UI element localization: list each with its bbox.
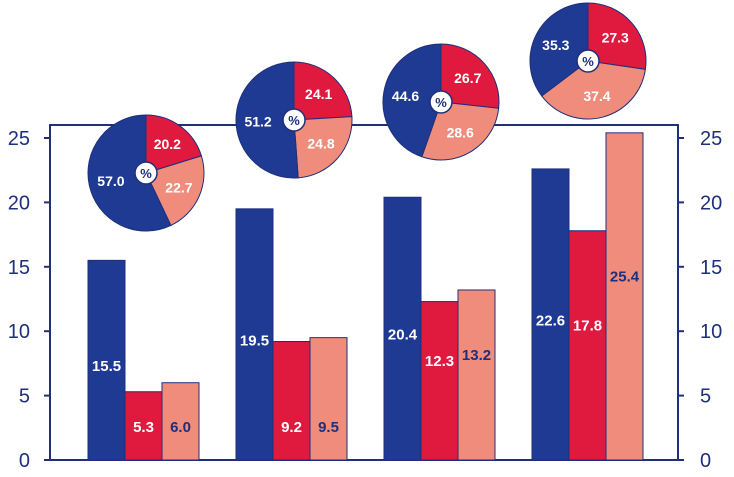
bar [124, 391, 163, 461]
pie-slice [421, 101, 500, 161]
bar-value-label: 6.0 [170, 419, 191, 436]
pie-slice-label: 37.4 [583, 88, 610, 104]
bar [383, 196, 422, 461]
pie-center-label: % [582, 54, 594, 69]
y-tick-label-right: 0 [700, 450, 711, 472]
pie-slice-label: 35.3 [542, 37, 569, 53]
bar-label-group: 15.5 19.5 20.4 22.6 5.3 9.2 12.3 17.8 6.0 9.5 13.2… [92, 268, 640, 436]
pie-slice-label: 44.6 [392, 88, 419, 104]
pie-slice-label: 24.1 [305, 86, 332, 102]
y-tick-label-right: 20 [700, 192, 722, 214]
y-tick-label-right: 5 [700, 386, 711, 408]
pie-slice [382, 43, 442, 158]
bar-value-label: 19.5 [240, 332, 269, 349]
bar [161, 382, 200, 461]
bar-value-label: 22.6 [536, 312, 565, 329]
bar-group [87, 132, 644, 461]
pie-center-badge [576, 49, 600, 73]
bar [605, 132, 644, 461]
pie-slice [235, 61, 299, 179]
pie-slice-label: 26.7 [454, 70, 481, 86]
y-tick-label-right: 10 [700, 321, 722, 343]
pie-slice [293, 116, 353, 179]
pie-slice [529, 2, 589, 97]
pie-slice [587, 2, 647, 70]
pie-slice-label: 28.6 [447, 124, 474, 140]
bar-value-label: 12.3 [425, 353, 454, 370]
bar-value-label: 17.8 [573, 317, 602, 334]
y-tick-label-left: 0 [19, 450, 30, 472]
bar-value-label: 15.5 [92, 358, 121, 375]
pie-chart: 26.7 28.6 44.6% [382, 43, 500, 161]
pie-center-badge [429, 90, 453, 114]
pie-slice [87, 114, 172, 232]
pie-chart: 20.2 22.7 57.0% [87, 114, 205, 232]
pie-group: 20.222.757.0 %24.124.851.2 %26.728.644.6 %2… [87, 2, 647, 232]
y-tick-label-left: 20 [8, 192, 30, 214]
pie-slice-label: 27.3 [602, 29, 629, 45]
bar-value-label: 13.2 [462, 347, 491, 364]
y-tick-label-right: 15 [700, 257, 722, 279]
pie-chart: 24.1 24.8 51.2% [235, 61, 353, 179]
pie-slice [145, 114, 203, 174]
bar [457, 289, 496, 461]
bar-value-label: 9.5 [318, 419, 339, 436]
bar-value-label: 25.4 [610, 268, 640, 285]
pie-center-badge [282, 108, 306, 132]
bar-value-label: 20.4 [388, 327, 418, 344]
bar [87, 259, 126, 461]
pie-chart: 27.3 37.4 35.3% [529, 2, 647, 120]
y-tick-label-left: 15 [8, 257, 30, 279]
pie-center-label: % [140, 166, 152, 181]
y-axis-right: 0 5 10 15 20 25 [678, 128, 722, 472]
pie-slice-label: 20.2 [154, 136, 181, 152]
bar [309, 337, 348, 461]
bar [568, 230, 607, 461]
pie-center-badge [134, 161, 158, 185]
pie-slice [541, 60, 646, 120]
y-tick-label-left: 25 [8, 128, 30, 150]
pie-slice-label: 57.0 [97, 173, 124, 189]
pie-slice-label: 22.7 [165, 179, 192, 195]
pie-center-label: % [435, 95, 447, 110]
pie-slice-label: 24.8 [307, 136, 334, 152]
pie-slice [293, 61, 353, 121]
y-tick-label-left: 5 [19, 386, 30, 408]
bar [531, 168, 570, 461]
y-tick-label-right: 25 [700, 128, 722, 150]
bar-value-label: 5.3 [133, 419, 154, 436]
bar [420, 301, 459, 461]
bar-value-label: 9.2 [281, 419, 302, 436]
bar [272, 341, 311, 461]
pie-slice [145, 155, 205, 227]
plot-frame [49, 124, 679, 461]
y-tick-label-left: 10 [8, 321, 30, 343]
y-axis-left: 0 5 10 15 20 25 [8, 128, 50, 472]
pie-slice [440, 43, 500, 109]
bar [235, 208, 274, 461]
pie-center-label: % [288, 113, 300, 128]
pie-slice-label: 51.2 [244, 113, 271, 129]
